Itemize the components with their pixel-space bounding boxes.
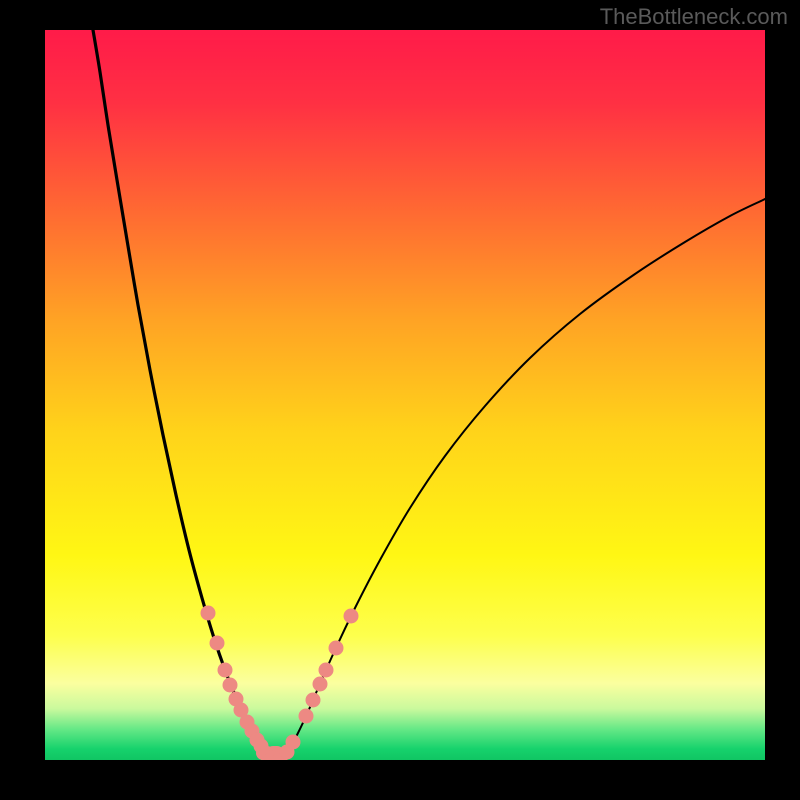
- marker-dot: [313, 677, 328, 692]
- gradient-background: [45, 30, 765, 760]
- plot-area: [45, 30, 765, 760]
- marker-dot: [319, 663, 334, 678]
- marker-dot: [201, 606, 216, 621]
- marker-dot: [306, 693, 321, 708]
- marker-dot: [299, 709, 314, 724]
- marker-dot: [286, 735, 301, 750]
- marker-dot: [223, 678, 238, 693]
- marker-dot: [218, 663, 233, 678]
- marker-dot: [210, 636, 225, 651]
- watermark-text: TheBottleneck.com: [600, 4, 788, 30]
- chart-svg: [45, 30, 765, 760]
- marker-dot: [344, 609, 359, 624]
- marker-dot: [329, 641, 344, 656]
